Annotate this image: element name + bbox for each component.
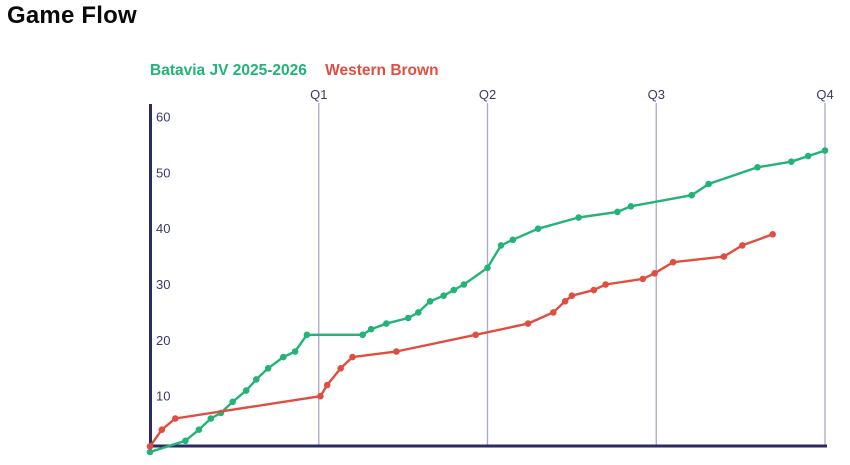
data-point-batavia-jv-2025-2026 (415, 309, 422, 316)
data-point-western-brown (720, 253, 728, 260)
data-point-batavia-jv-2025-2026 (804, 152, 812, 160)
data-point-western-brown (349, 353, 356, 361)
data-point-batavia-jv-2025-2026 (627, 203, 635, 210)
data-point-batavia-jv-2025-2026 (146, 448, 154, 456)
data-point-batavia-jv-2025-2026 (229, 398, 236, 406)
data-point-batavia-jv-2025-2026 (614, 208, 621, 216)
data-point-western-brown (323, 381, 331, 389)
data-point-batavia-jv-2025-2026 (497, 242, 505, 249)
legend-item-batavia: Batavia JV 2025-2026 (150, 62, 307, 79)
data-point-western-brown (472, 331, 480, 339)
y-tick-label: 30 (156, 277, 170, 292)
data-point-western-brown (172, 415, 179, 422)
data-point-batavia-jv-2025-2026 (207, 415, 215, 422)
data-point-batavia-jv-2025-2026 (484, 264, 491, 272)
data-point-batavia-jv-2025-2026 (821, 147, 829, 154)
page-title: Game Flow (7, 2, 137, 29)
data-point-batavia-jv-2025-2026 (383, 320, 390, 327)
data-point-batavia-jv-2025-2026 (575, 214, 582, 221)
series-line-batavia-jv-2025-2026 (148, 149, 827, 454)
data-point-batavia-jv-2025-2026 (359, 331, 366, 339)
data-point-western-brown (590, 286, 598, 294)
y-tick-label: 10 (156, 389, 170, 404)
data-point-batavia-jv-2025-2026 (195, 426, 203, 434)
data-point-batavia-jv-2025-2026 (242, 387, 250, 394)
data-point-batavia-jv-2025-2026 (252, 376, 260, 383)
data-point-western-brown (561, 298, 569, 305)
data-point-batavia-jv-2025-2026 (367, 325, 375, 333)
series-line-western-brown (148, 233, 774, 448)
y-tick-label: 60 (156, 110, 170, 125)
data-point-batavia-jv-2025-2026 (440, 292, 447, 300)
data-point-western-brown (769, 231, 776, 238)
data-point-batavia-jv-2025-2026 (280, 353, 287, 361)
data-point-batavia-jv-2025-2026 (509, 236, 517, 244)
data-point-western-brown (337, 365, 345, 372)
data-point-western-brown (639, 275, 647, 283)
data-point-batavia-jv-2025-2026 (534, 225, 542, 232)
legend-item-western-brown: Western Brown (325, 62, 439, 79)
data-point-batavia-jv-2025-2026 (426, 298, 434, 305)
y-tick-label: 20 (156, 333, 170, 348)
data-point-batavia-jv-2025-2026 (460, 281, 468, 288)
x-tick-label: Q3 (648, 87, 665, 102)
data-point-western-brown (317, 392, 324, 400)
x-tick-label: Q1 (310, 87, 327, 102)
data-point-western-brown (158, 426, 166, 434)
data-point-western-brown (651, 270, 658, 277)
data-point-batavia-jv-2025-2026 (788, 158, 795, 165)
chart-legend: Batavia JV 2025-2026 Western Brown (150, 62, 453, 80)
data-point-western-brown (602, 281, 609, 288)
data-point-batavia-jv-2025-2026 (688, 191, 695, 199)
data-point-western-brown (393, 348, 400, 355)
data-point-batavia-jv-2025-2026 (754, 164, 761, 171)
y-tick-label: 50 (156, 165, 170, 180)
data-point-batavia-jv-2025-2026 (404, 314, 412, 322)
x-tick-label: Q4 (816, 87, 833, 102)
data-point-western-brown (550, 309, 557, 316)
data-point-batavia-jv-2025-2026 (182, 437, 189, 445)
data-point-western-brown (568, 292, 576, 300)
data-point-batavia-jv-2025-2026 (264, 365, 272, 372)
data-point-batavia-jv-2025-2026 (303, 331, 311, 339)
data-point-western-brown (524, 320, 532, 327)
x-tick-label: Q2 (479, 87, 496, 102)
data-point-batavia-jv-2025-2026 (291, 348, 299, 355)
data-point-batavia-jv-2025-2026 (705, 180, 712, 188)
data-point-western-brown (146, 443, 154, 450)
data-point-batavia-jv-2025-2026 (450, 286, 458, 294)
y-tick-label: 40 (156, 221, 170, 236)
data-point-western-brown (739, 242, 746, 249)
data-point-western-brown (669, 258, 677, 266)
